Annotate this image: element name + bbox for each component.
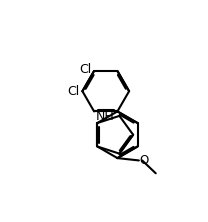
- Text: O: O: [140, 154, 149, 167]
- Text: Cl: Cl: [68, 85, 80, 98]
- Text: NH: NH: [96, 110, 115, 123]
- Text: Cl: Cl: [79, 63, 92, 76]
